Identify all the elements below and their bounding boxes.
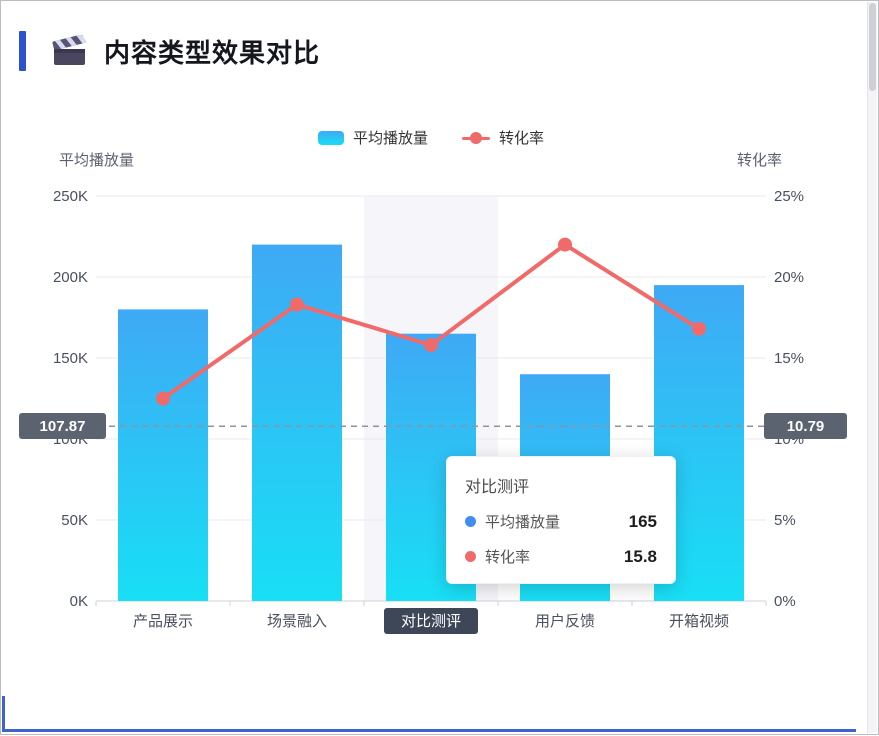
tooltip-value: 15.8 — [623, 546, 657, 566]
bottom-left-divider — [2, 696, 5, 732]
tooltip-label: 平均播放量 — [485, 514, 561, 531]
bar-产品展示[interactable] — [118, 309, 208, 601]
line-point-对比测评[interactable] — [424, 338, 438, 353]
x-axis-label-场景融入: 场景融入 — [267, 613, 327, 630]
x-axis-label-产品展示: 产品展示 — [133, 613, 193, 630]
tooltip-value: 165 — [628, 511, 657, 531]
axis-pointer-left-badge: 107.87 — [19, 413, 106, 439]
line-point-场景融入[interactable] — [290, 297, 304, 312]
line-point-产品展示[interactable] — [156, 391, 170, 406]
blue-series-dot-icon — [465, 516, 476, 527]
left-tick-label: 250K — [53, 188, 88, 205]
legend-label-playcount: 平均播放量 — [352, 130, 428, 147]
right-tick-label: 20% — [774, 269, 804, 286]
chart-header: 内容类型效果对比 — [19, 28, 320, 74]
scrollbar-track — [867, 2, 877, 733]
left-tick-label: 50K — [61, 512, 88, 529]
legend-item-conversion[interactable]: 转化率 — [462, 127, 544, 148]
tooltip: 对比测评 平均播放量 165 转化率 15.8 — [446, 456, 676, 584]
axis-pointer-right-badge: 10.79 — [764, 413, 847, 439]
legend-label-conversion: 转化率 — [499, 130, 545, 147]
left-axis-name: 平均播放量 — [59, 152, 135, 169]
clapper-icon — [52, 35, 88, 67]
right-tick-label: 15% — [774, 350, 804, 367]
left-tick-label: 150K — [53, 350, 88, 367]
scrollbar-thumb[interactable] — [869, 3, 876, 91]
tooltip-row-playcount: 平均播放量 165 — [465, 511, 657, 532]
red-series-dot-icon — [465, 551, 476, 562]
tooltip-label: 转化率 — [485, 549, 531, 566]
left-tick-label: 200K — [53, 269, 88, 286]
bottom-divider — [2, 729, 856, 732]
tooltip-title: 对比测评 — [465, 479, 530, 496]
x-axis-label-开箱视频: 开箱视频 — [669, 613, 729, 630]
x-label-highlight-bg — [384, 608, 478, 634]
right-tick-label: 0% — [774, 593, 796, 610]
right-tick-label: 5% — [774, 512, 796, 529]
page-title: 内容类型效果对比 — [104, 37, 321, 68]
x-axis-label-对比测评: 对比测评 — [401, 613, 461, 630]
line-point-开箱视频[interactable] — [692, 321, 706, 336]
line-series-swatch-icon — [462, 131, 490, 145]
x-axis-label-用户反馈: 用户反馈 — [535, 613, 595, 630]
tooltip-row-conversion: 转化率 15.8 — [465, 546, 657, 567]
bar-series-swatch-icon — [317, 130, 344, 145]
legend: 平均播放量 转化率 — [1, 127, 861, 148]
line-point-用户反馈[interactable] — [558, 237, 572, 252]
right-tick-label: 25% — [774, 188, 804, 205]
title-accent-bar — [19, 31, 26, 71]
right-axis-name: 转化率 — [737, 152, 783, 169]
legend-item-playcount[interactable]: 平均播放量 — [317, 127, 428, 148]
left-tick-label: 0K — [70, 593, 88, 610]
